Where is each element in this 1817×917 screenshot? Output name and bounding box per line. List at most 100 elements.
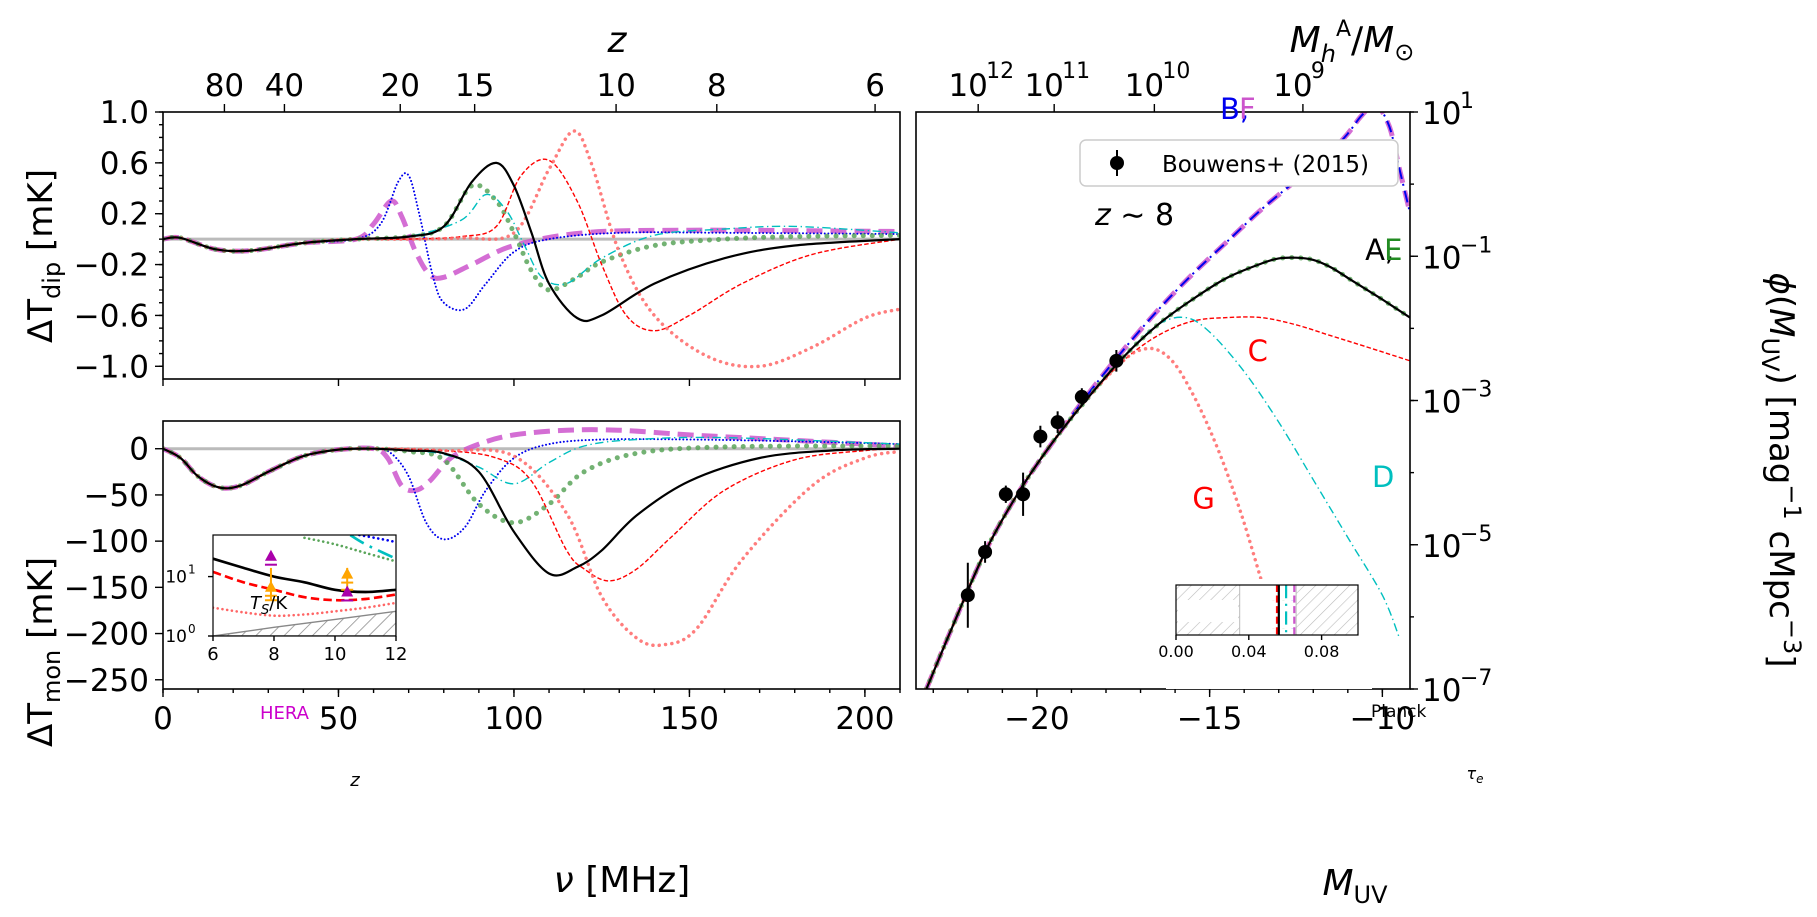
top-z-tick-label: 10 (596, 68, 635, 104)
curve-label: C (1248, 334, 1268, 368)
hera-limit-arrow (264, 549, 277, 561)
curve-label: E (1384, 233, 1402, 267)
mon-ylabel: ΔTmon [mK] (21, 557, 66, 747)
redshift-annotation: z ∼ 8 (1094, 198, 1174, 233)
tau-inset-frame (1175, 584, 1359, 636)
dip-ytick-label: 1.0 (100, 95, 149, 131)
curve-label: F (1239, 92, 1256, 126)
uvlf-ytick-exponent: −7 (1460, 666, 1492, 691)
dip-ytick-label: 0.6 (100, 146, 149, 182)
hera-limit-arrow (341, 567, 354, 579)
obs-point (1074, 389, 1089, 404)
uvlf-ytick-exponent: −5 (1460, 522, 1492, 547)
nu-xlabel: ν [MHz] (554, 860, 691, 901)
uvlf-ylabel: ϕ(MUV) [mag−1 cMpc−3] (1756, 272, 1806, 667)
top-z-tick-label: 20 (381, 68, 420, 104)
uvlf-top-tick-label: 10 (948, 68, 987, 104)
legend: Bouwens+ (2015) (1079, 139, 1399, 187)
cmb-excluded-region (213, 610, 396, 636)
mon-ytick-label: −150 (64, 570, 149, 606)
uvlf-ytick-label: 10 (1422, 673, 1461, 709)
dip-series-a (163, 161, 900, 323)
dip-panel: 1.0 0.6 0.2 −0.2 −0.6 −1.0 80 40 20 15 10 8 6 (74, 68, 901, 386)
ts-xtick-label: 10 (324, 644, 347, 665)
ts-series-d (349, 535, 396, 560)
uvlf-ytick-exponent: 1 (1460, 89, 1474, 114)
hera-limit-arrow (264, 580, 277, 592)
curve-label: A, (1365, 233, 1394, 267)
inset-ts-title: TS/K (250, 593, 288, 618)
ts-ytick-label: 10 (165, 627, 187, 647)
uvlf-xtick-label: −15 (1177, 701, 1242, 737)
top-z-tick-label: 6 (865, 68, 885, 104)
legend-marker (1110, 156, 1124, 170)
planck-excluded-high (1295, 584, 1359, 636)
dip-series-g (163, 129, 900, 369)
uvlf-top-tick-exponent: 11 (1062, 59, 1090, 84)
obs-point (960, 588, 975, 603)
tau-xtick-label: 0.00 (1158, 642, 1194, 661)
ts-series-g (213, 601, 396, 618)
uvlf-series-f (924, 112, 1410, 689)
obs-point (1109, 353, 1124, 368)
dip-series-e (163, 182, 900, 293)
uvlf-top-tick-exponent: 12 (986, 59, 1014, 84)
mon-ytick-label: −100 (64, 524, 149, 560)
legend-label: Bouwens+ (2015) (1162, 152, 1369, 178)
mon-ytick-label: −250 (64, 663, 149, 699)
tau-inset: 0.00 0.04 0.08 (1158, 579, 1372, 689)
ts-xtick-label: 6 (207, 644, 218, 665)
dip-ytick-label: −0.6 (74, 298, 149, 334)
obs-point (998, 487, 1013, 502)
mon-xtick-label: 0 (153, 701, 173, 737)
uvlf-top-tick-exponent: 9 (1311, 59, 1325, 84)
uvlf-xtick-label: −10 (1350, 701, 1415, 737)
mon-ytick-label: −50 (84, 478, 149, 514)
mon-frame (162, 420, 901, 690)
mon-xtick-label: 50 (319, 701, 358, 737)
uvlf-top-label: MhA/M⊙ (1290, 17, 1415, 68)
ts-xtick-label: 8 (268, 644, 279, 665)
uvlf-ytick-exponent: −3 (1460, 378, 1492, 403)
mon-xtick-label: 150 (660, 701, 719, 737)
hera-limit-arrow (341, 585, 354, 597)
uvlf-top-tick-label: 10 (1125, 68, 1164, 104)
inset-ts-xlabel: z (349, 770, 360, 791)
hera-label: HERA (260, 703, 310, 724)
obs-point (1050, 415, 1065, 430)
obs-point (1033, 429, 1048, 444)
uvlf-ytick-label: 10 (1422, 240, 1461, 276)
top-z-tick-label: 40 (265, 68, 304, 104)
tau-xtick-label: 0.08 (1304, 642, 1340, 661)
uvlf-series-a (925, 256, 1410, 689)
curve-label: B, (1220, 92, 1249, 126)
ts-ytick-exponent: 1 (188, 563, 196, 577)
dip-ytick-label: −0.2 (74, 248, 149, 284)
mon-ytick-label: −200 (64, 617, 149, 653)
ts-inset-frame (212, 534, 397, 637)
mon-series-a (163, 447, 900, 577)
top-axis-z-label: z (607, 20, 628, 61)
uvlf-top-tick-label: 10 (1024, 68, 1063, 104)
uvlf-top-tick-label: 10 (1273, 68, 1312, 104)
uvlf-ytick-exponent: −1 (1460, 233, 1492, 258)
top-z-tick-label: 80 (205, 68, 244, 104)
dip-ylabel: ΔTdip [mK] (21, 169, 66, 343)
dip-frame (162, 111, 901, 380)
curve-label: G (1192, 482, 1214, 516)
uvlf-ytick-label: 10 (1422, 385, 1461, 421)
top-z-tick-label: 15 (455, 68, 494, 104)
ts-series-a (213, 557, 396, 594)
ts-xtick-label: 12 (385, 644, 408, 665)
dip-ytick-label: 0.2 (100, 197, 149, 233)
ts-series-b (358, 535, 396, 544)
tau-xlabel: τe (1466, 764, 1483, 786)
ts-series-c (213, 570, 396, 602)
planck-label-bg (1178, 600, 1238, 622)
curve-label: D (1372, 460, 1394, 494)
planck-label: Planck (1371, 702, 1427, 722)
uvlf-ytick-label: 10 (1422, 96, 1461, 132)
